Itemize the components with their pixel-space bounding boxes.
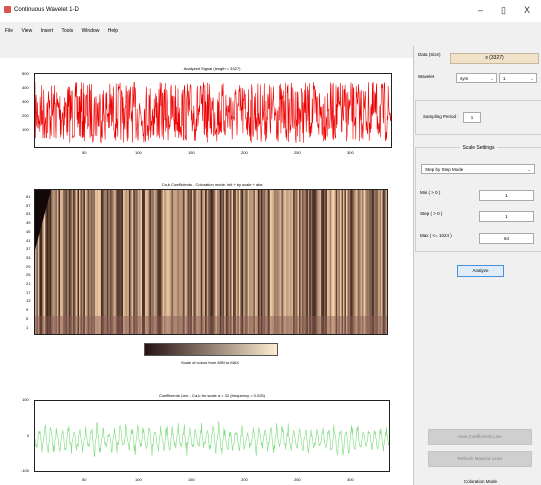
coefs-y-tick-label: 25: [26, 272, 31, 278]
min-scale-input[interactable]: 1: [479, 190, 534, 201]
title-bar: Continuous Wavelet 1-D – ▯ X: [0, 0, 541, 22]
signal-x-tick-label: 300: [347, 150, 354, 155]
menu-insert[interactable]: Insert: [40, 28, 54, 34]
signal-y-tick-label: 200: [22, 113, 29, 118]
signal-y-tick-label: 500: [22, 71, 29, 76]
colorbar-gradient: [145, 344, 277, 355]
step-scale-input[interactable]: 1: [479, 211, 534, 222]
coefs-y-tick-label: 21: [26, 281, 31, 286]
coefs-y-tick-label: 57: [26, 202, 31, 208]
min-scale-label: Min ( > 0 ): [420, 190, 441, 195]
menu-view[interactable]: View: [21, 28, 33, 34]
signal-plot-title: Analyzed Signal (length = 3327): [183, 66, 241, 71]
coefs-y-tick-label: 33: [26, 254, 31, 260]
analyze-button[interactable]: Analyze: [457, 265, 504, 277]
menu-bar: File View Insert Tools Window Help: [0, 28, 120, 37]
coefficients-axes[interactable]: [34, 189, 388, 335]
coefs-y-tick-label: 29: [26, 263, 31, 269]
scale-mode-select[interactable]: Step by Step Mode ⌄: [421, 164, 535, 174]
coefs-y-tick-label: 45: [26, 228, 31, 234]
line-x-tick-label: 200: [241, 477, 248, 482]
signal-y-tick-label: 100: [22, 127, 29, 132]
signal-trace: [35, 81, 391, 144]
coefs-plot-title: Ca,b Coefficients - Coloration mode: ini…: [161, 182, 263, 187]
minimize-button[interactable]: –: [478, 5, 484, 15]
signal-x-tick-label: 200: [241, 150, 248, 155]
menu-tools[interactable]: Tools: [61, 28, 74, 34]
wavelet-family-select[interactable]: sym ⌄: [456, 73, 497, 83]
coefficients-image: [35, 190, 387, 334]
menu-window[interactable]: Window: [81, 28, 100, 34]
data-size-label: Data (Size): [418, 52, 441, 57]
signal-x-tick-label: 250: [294, 150, 301, 155]
line-plot-title: Coefficients Line - Ca,b for scale a = 3…: [159, 393, 265, 398]
window-title: Continuous Wavelet 1-D: [14, 7, 79, 13]
sampling-period-label: Sampling Period :: [423, 114, 459, 119]
scale-settings-title: Scale Settings: [459, 145, 498, 151]
refresh-maxima-lines-button[interactable]: Refresh Maxima Lines: [428, 451, 532, 467]
wavelet-order-value: 1: [503, 76, 506, 81]
line-x-tick-label: 300: [347, 477, 354, 482]
line-x-tick-label: 150: [188, 477, 195, 482]
signal-y-tick-label: 300: [22, 99, 29, 104]
max-scale-label: Max ( <= 1024 ): [420, 233, 452, 238]
chevron-down-icon: ⌄: [527, 167, 531, 172]
wavelet-family-value: sym: [460, 76, 469, 81]
data-size-value: x (3327): [450, 53, 539, 64]
wavelet-label: Wavelet: [418, 74, 435, 79]
coefs-y-tick-label: 9: [26, 307, 29, 313]
scale-mode-value: Step by Step Mode: [425, 167, 464, 172]
menu-file[interactable]: File: [5, 28, 14, 34]
sampling-period-input[interactable]: 1: [463, 112, 481, 123]
coefs-y-tick-label: 53: [26, 211, 31, 217]
coefs-y-tick-label: 13: [26, 298, 31, 304]
line-x-tick-label: 50: [82, 477, 87, 482]
wavelet-order-select[interactable]: 1 ⌄: [499, 73, 537, 83]
coefficients-line-trace: [35, 420, 389, 457]
scale-settings-group: Scale Settings: [415, 145, 541, 252]
step-scale-label: Step ( > 0 ): [420, 211, 443, 216]
line-y-tick-label: 0: [27, 433, 30, 438]
max-scale-input[interactable]: 64: [479, 233, 534, 244]
signal-axes[interactable]: [34, 73, 392, 148]
coefs-y-tick-label: 61: [26, 194, 31, 199]
matlab-app-icon: [4, 6, 11, 13]
signal-y-tick-label: 400: [22, 85, 29, 90]
new-coefficients-line-button[interactable]: New Coefficients Line: [428, 429, 532, 445]
signal-x-tick-label: 50: [82, 150, 87, 155]
signal-x-tick-label: 150: [188, 150, 195, 155]
coefs-y-tick-label: 49: [26, 220, 31, 226]
line-y-tick-label: 100: [22, 397, 29, 402]
sampling-period-group: [415, 100, 541, 135]
coefs-y-tick-label: 17: [26, 289, 31, 295]
line-x-tick-label: 100: [135, 477, 142, 482]
line-y-tick-label: -100: [21, 468, 30, 473]
line-x-tick-label: 250: [294, 477, 301, 482]
colorbar: [144, 343, 278, 356]
coefficients-line-axes[interactable]: [34, 400, 390, 472]
menu-help[interactable]: Help: [107, 28, 119, 34]
coefs-y-tick-label: 37: [26, 246, 31, 252]
coefs-y-tick-label: 5: [26, 315, 29, 321]
coefs-y-tick-label: 1: [26, 324, 29, 330]
chevron-down-icon: ⌄: [530, 76, 534, 81]
coloration-mode-label: Coloration Mode: [464, 479, 498, 484]
maximize-button[interactable]: ▯: [501, 5, 506, 15]
coefs-y-tick-label: 41: [26, 237, 31, 243]
signal-x-tick-label: 100: [135, 150, 142, 155]
colorbar-label: Scale of colors from MIN to MAX: [180, 360, 239, 365]
close-button[interactable]: X: [524, 5, 531, 15]
chevron-down-icon: ⌄: [490, 76, 494, 81]
